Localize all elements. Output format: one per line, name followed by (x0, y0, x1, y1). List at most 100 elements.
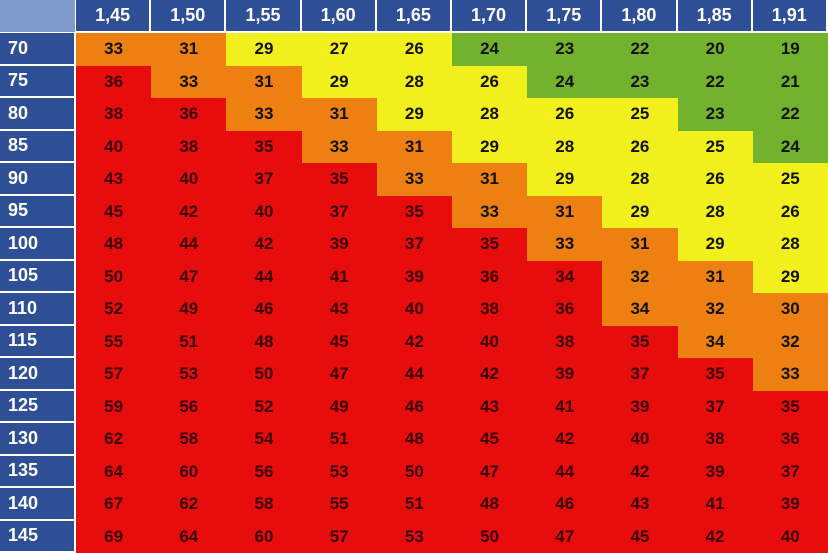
table-cell: 43 (301, 293, 377, 326)
row-header: 70 (0, 33, 76, 66)
table-cell: 47 (151, 260, 227, 293)
table-cell: 42 (677, 520, 753, 553)
table-cell: 57 (301, 520, 377, 553)
table-cell: 51 (376, 488, 452, 521)
table-cell: 58 (151, 423, 227, 456)
table-cell: 29 (226, 33, 302, 66)
table-cell: 62 (76, 423, 152, 456)
table-cell: 50 (376, 455, 452, 488)
table-cell: 27 (301, 33, 377, 66)
table-cell: 48 (76, 228, 152, 261)
table-cell: 53 (151, 358, 227, 391)
column-header: 1,60 (301, 0, 377, 33)
table-cell: 31 (451, 163, 528, 196)
table-cell: 42 (226, 228, 302, 261)
table-cell: 44 (527, 455, 603, 488)
table-cell: 29 (602, 195, 678, 228)
table-cell: 40 (451, 325, 528, 358)
table-cell: 23 (527, 33, 603, 66)
table-cell: 43 (451, 390, 528, 423)
table-cell: 36 (527, 293, 603, 326)
row-header: 100 (0, 228, 76, 261)
table-cell: 40 (76, 130, 152, 163)
table-cell: 29 (451, 130, 528, 163)
table-cell: 25 (677, 130, 753, 163)
table-cell: 39 (602, 390, 678, 423)
column-header: 1,75 (527, 0, 603, 33)
table-cell: 60 (151, 455, 227, 488)
table-cell: 51 (151, 325, 227, 358)
row-header: 105 (0, 260, 76, 293)
table-cell: 41 (677, 488, 753, 521)
table-cell: 46 (527, 488, 603, 521)
column-header: 1,55 (226, 0, 302, 33)
row-header: 95 (0, 195, 76, 228)
row-header: 145 (0, 520, 76, 553)
table-corner (0, 0, 76, 33)
table-cell: 36 (752, 423, 828, 456)
row-header: 130 (0, 423, 76, 456)
table-cell: 46 (376, 390, 452, 423)
table-cell: 62 (151, 488, 227, 521)
column-header: 1,50 (151, 0, 227, 33)
table-cell: 40 (752, 520, 828, 553)
table-cell: 37 (677, 390, 753, 423)
table-cell: 38 (151, 130, 227, 163)
table-cell: 56 (226, 455, 302, 488)
table-cell: 42 (376, 325, 452, 358)
table-cell: 28 (527, 130, 603, 163)
table-cell: 45 (301, 325, 377, 358)
table-cell: 41 (301, 260, 377, 293)
row-header: 90 (0, 163, 76, 196)
table-cell: 50 (451, 520, 528, 553)
table-cell: 33 (527, 228, 603, 261)
table-cell: 37 (602, 358, 678, 391)
table-cell: 53 (376, 520, 452, 553)
table-cell: 25 (602, 98, 678, 131)
table-cell: 33 (151, 65, 227, 98)
table-cell: 39 (527, 358, 603, 391)
table-cell: 33 (301, 130, 377, 163)
table-cell: 48 (451, 488, 528, 521)
table-cell: 34 (677, 325, 753, 358)
table-cell: 56 (151, 390, 227, 423)
table-cell: 29 (376, 98, 452, 131)
table-cell: 26 (451, 65, 528, 98)
table-cell: 43 (602, 488, 678, 521)
table-cell: 25 (752, 163, 828, 196)
table-cell: 19 (752, 33, 828, 66)
table-cell: 28 (451, 98, 528, 131)
table-cell: 48 (376, 423, 452, 456)
table-cell: 38 (677, 423, 753, 456)
table-cell: 32 (677, 293, 753, 326)
table-cell: 28 (752, 228, 828, 261)
table-cell: 30 (752, 293, 828, 326)
table-cell: 45 (451, 423, 528, 456)
table-cell: 67 (76, 488, 152, 521)
table-cell: 47 (451, 455, 528, 488)
table-cell: 31 (151, 33, 227, 66)
table-cell: 55 (301, 488, 377, 521)
table-cell: 33 (752, 358, 828, 391)
table-cell: 24 (527, 65, 603, 98)
row-header: 85 (0, 130, 76, 163)
column-header: 1,45 (76, 0, 152, 33)
table-cell: 22 (602, 33, 678, 66)
table-cell: 26 (376, 33, 452, 66)
table-cell: 47 (301, 358, 377, 391)
table-cell: 46 (226, 293, 302, 326)
table-cell: 58 (226, 488, 302, 521)
table-cell: 39 (677, 455, 753, 488)
table-cell: 50 (76, 260, 152, 293)
table-cell: 35 (226, 130, 302, 163)
table-cell: 52 (76, 293, 152, 326)
table-cell: 51 (301, 423, 377, 456)
table-cell: 35 (301, 163, 377, 196)
table-cell: 60 (226, 520, 302, 553)
table-cell: 38 (76, 98, 152, 131)
table-cell: 38 (451, 293, 528, 326)
table-cell: 26 (677, 163, 753, 196)
row-header: 135 (0, 455, 76, 488)
table-cell: 31 (226, 65, 302, 98)
table-cell: 37 (376, 228, 452, 261)
